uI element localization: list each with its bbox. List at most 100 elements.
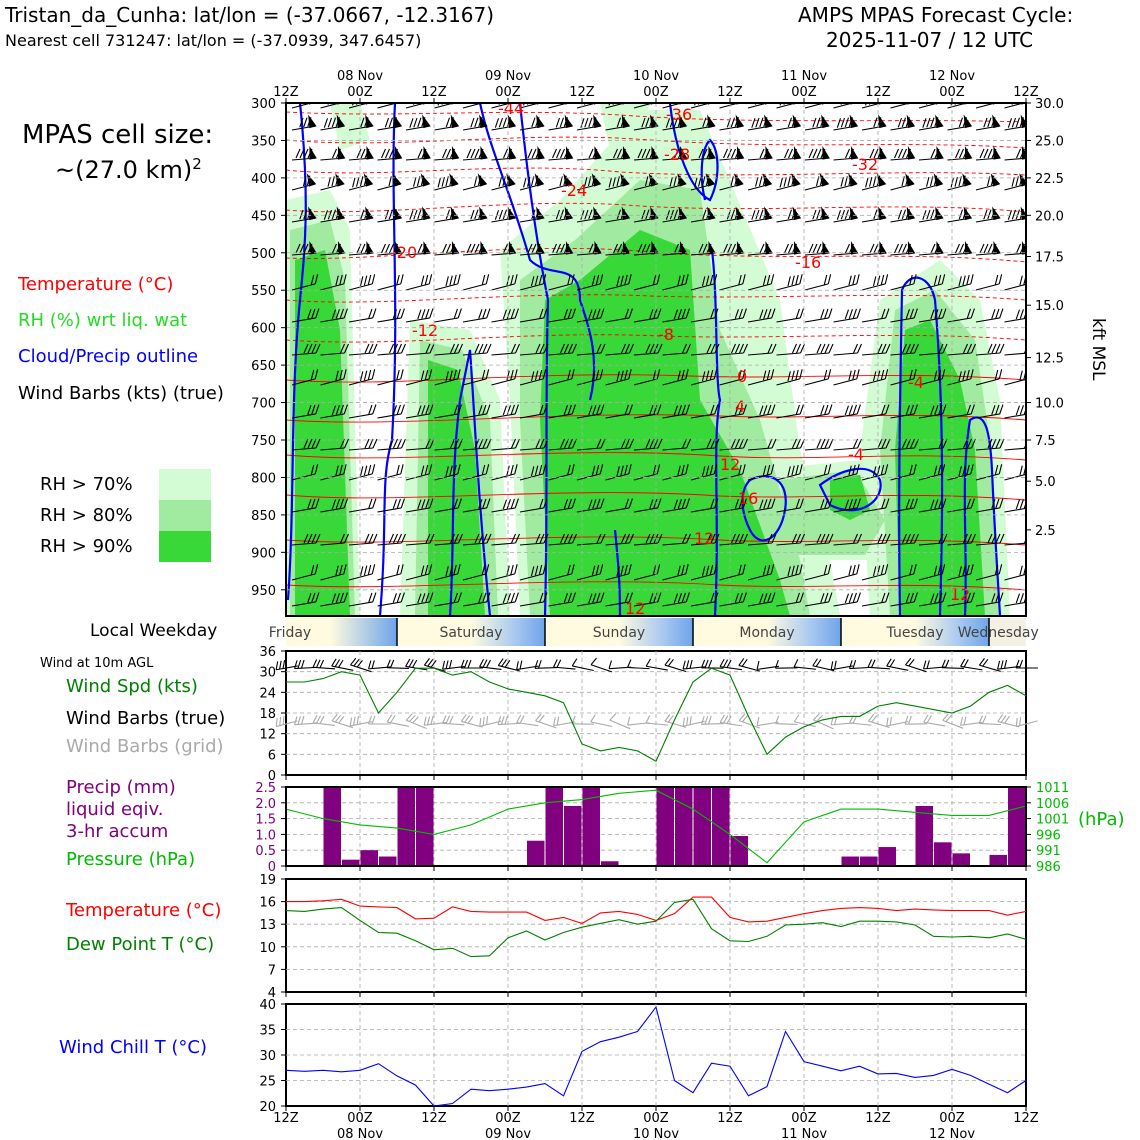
- barb-feather: [673, 209, 679, 220]
- barb-feather: [741, 714, 749, 723]
- precip-bar: [1008, 787, 1026, 866]
- barb-feather: [934, 117, 939, 127]
- barb-feather: [1019, 243, 1026, 254]
- barb-feather: [409, 210, 414, 220]
- barb-staff: [719, 317, 744, 323]
- barb-feather: [334, 714, 342, 723]
- barb-feather: [478, 117, 483, 127]
- grid-wind-barb: [312, 714, 335, 727]
- barb-feather: [901, 148, 908, 159]
- barb-feather: [627, 659, 632, 668]
- xs-wind-barb: [548, 343, 578, 356]
- barb-feather: [819, 175, 824, 186]
- precip-bar: [841, 856, 859, 866]
- barb-staff: [804, 283, 829, 291]
- barb-feather: [673, 593, 679, 604]
- barb-feather: [677, 275, 681, 286]
- barb-feather: [767, 308, 772, 319]
- xs-wind-barb: [405, 592, 434, 607]
- barb-feather: [535, 438, 541, 449]
- barb-feather: [293, 716, 298, 725]
- barb-feather: [314, 274, 319, 284]
- barb-feather: [787, 566, 791, 577]
- barb-feather: [673, 405, 679, 416]
- xs-wind-barb: [576, 343, 606, 356]
- xs-wind-barb: [320, 498, 348, 513]
- barb-feather: [938, 404, 943, 415]
- barb-feather: [954, 148, 961, 159]
- barb-staff: [548, 352, 573, 356]
- barb-staff: [291, 542, 317, 546]
- xs-wind-barb: [377, 533, 407, 546]
- barb-feather: [885, 343, 891, 354]
- barb-feather: [392, 243, 399, 254]
- barb-feather: [844, 593, 850, 604]
- barb-staff: [918, 283, 943, 291]
- barb-feather: [774, 715, 780, 724]
- barb-feather: [828, 438, 834, 449]
- barb-feather: [303, 117, 308, 128]
- cycle-time: 2025-11-07 / 12 UTC: [826, 28, 1034, 52]
- xs-wind-barb: [776, 498, 804, 513]
- barb-feather: [474, 343, 480, 354]
- barb-staff: [519, 283, 544, 291]
- barb-feather: [612, 243, 619, 254]
- barb-feather: [987, 533, 993, 544]
- barb-feather: [901, 243, 908, 254]
- barb-staff: [462, 542, 488, 546]
- xs-wind-barb: [377, 404, 405, 419]
- barb-feather: [571, 369, 575, 379]
- barb-feather: [909, 464, 913, 475]
- barb-feather: [897, 148, 904, 159]
- xs-wind-barb: [320, 369, 347, 386]
- grid-wind-barb: [535, 713, 557, 729]
- barb-feather: [343, 274, 347, 284]
- xs-wind-barb: [947, 438, 977, 451]
- barb-feather: [649, 343, 655, 354]
- barb-staff: [548, 542, 573, 546]
- barb-feather: [685, 438, 692, 449]
- barb-feather: [1019, 465, 1023, 476]
- true-wind-barb: [960, 658, 983, 671]
- grid-wind-barb: [645, 715, 669, 726]
- barb-feather: [302, 176, 307, 187]
- barb-staff: [918, 413, 943, 419]
- temp-label-16: 16: [738, 489, 758, 508]
- barb-feather: [901, 343, 908, 354]
- wind10m-gridlines: [286, 651, 1026, 775]
- barb-feather: [408, 659, 414, 668]
- precip-gridlines: [286, 787, 1026, 866]
- barb-feather: [824, 592, 829, 603]
- xs-wind-barb: [548, 564, 575, 581]
- barb-staff: [434, 317, 459, 323]
- barb-feather: [738, 464, 742, 475]
- xs-wind-barb: [291, 369, 319, 386]
- pressure-tick-label: 800: [251, 471, 276, 486]
- barb-feather: [714, 343, 720, 354]
- grid-wind-barb: [275, 716, 298, 728]
- barb-feather: [612, 176, 616, 187]
- xs-wind-barb: [405, 438, 435, 451]
- barb-feather: [758, 176, 763, 187]
- barb-feather: [885, 498, 890, 509]
- barb-feather: [396, 438, 403, 449]
- barb-staff: [975, 473, 1000, 481]
- barb-feather: [392, 343, 399, 354]
- barb-staff: [548, 507, 573, 513]
- xs-wind-barb: [719, 146, 745, 161]
- kft-tick-label: 7.5: [1035, 434, 1056, 449]
- xs-wind-barb: [719, 404, 747, 419]
- barb-feather: [673, 309, 679, 320]
- barb-staff: [633, 378, 658, 386]
- barb-feather: [449, 438, 456, 449]
- precip-bar: [545, 787, 563, 866]
- barb-staff: [590, 664, 613, 673]
- barb-feather: [637, 148, 643, 159]
- barb-feather: [705, 275, 710, 286]
- cloud-outlines: [286, 103, 1002, 616]
- barb-feather: [872, 466, 877, 477]
- barb-feather: [380, 148, 387, 159]
- temp-label-m32: -32: [852, 155, 878, 174]
- barb-feather: [820, 209, 825, 219]
- barb-feather: [441, 148, 448, 159]
